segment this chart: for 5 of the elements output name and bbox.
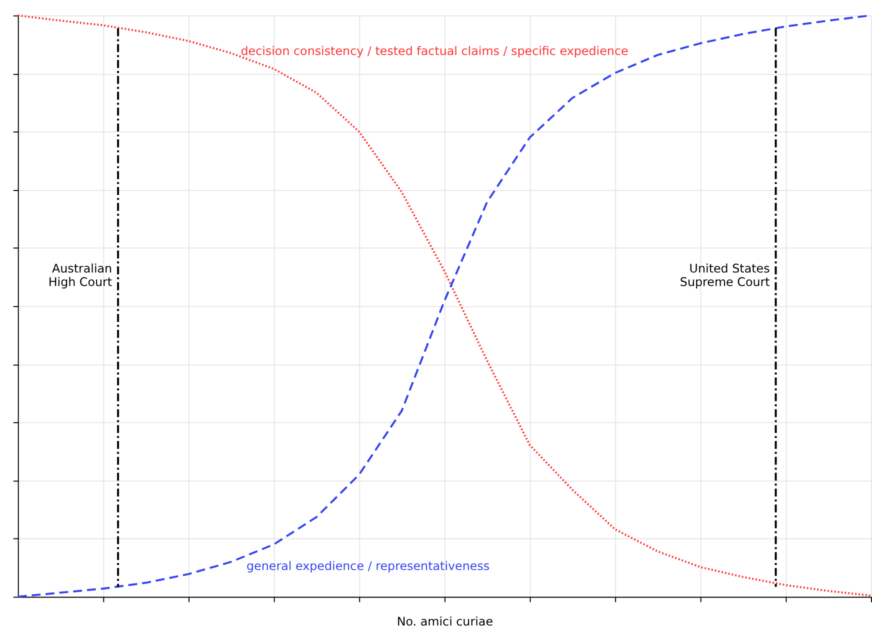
text: Australian High Court (48, 261, 112, 290)
text: United States Supreme Court (680, 261, 770, 290)
x-axis-title: No. amici curiae (396, 614, 494, 629)
series-label: general expedience / representativeness (246, 558, 490, 573)
series-label: decision consistency / tested factual claims / specific expedience (240, 44, 628, 58)
